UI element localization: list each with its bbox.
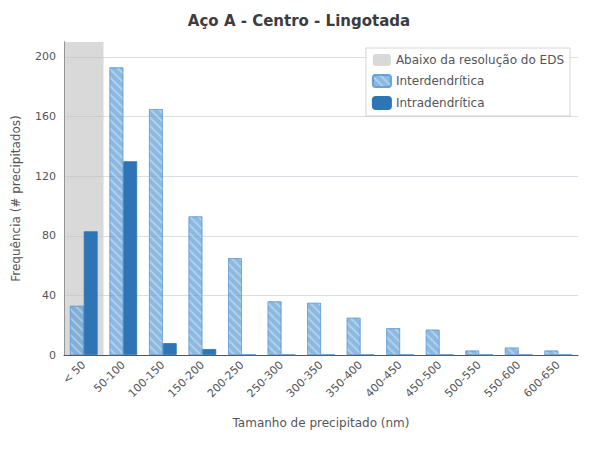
svg-text:160: 160: [35, 110, 56, 123]
svg-text:Tamanho de precipitado (nm): Tamanho de precipitado (nm): [232, 416, 410, 430]
svg-text:0: 0: [49, 349, 56, 362]
svg-text:250-300: 250-300: [244, 358, 286, 400]
svg-text:Intradendrítica: Intradendrítica: [396, 96, 485, 110]
svg-text:400-450: 400-450: [363, 358, 405, 400]
svg-text:Interdendrítica: Interdendrítica: [396, 74, 484, 88]
svg-text:300-350: 300-350: [284, 358, 326, 400]
svg-text:200: 200: [35, 50, 56, 63]
svg-text:120: 120: [35, 170, 56, 183]
svg-text:Abaixo da resolução do EDS: Abaixo da resolução do EDS: [396, 53, 564, 67]
svg-text:500-550: 500-550: [442, 358, 484, 400]
svg-text:200-250: 200-250: [205, 358, 247, 400]
svg-text:40: 40: [42, 289, 56, 302]
svg-text:350-400: 350-400: [323, 358, 365, 400]
svg-text:50-100: 50-100: [91, 358, 128, 395]
svg-text:Frequência (# precipitados): Frequência (# precipitados): [9, 115, 23, 281]
svg-text:80: 80: [42, 229, 56, 242]
svg-text:600-650: 600-650: [521, 358, 563, 400]
svg-text:150-200: 150-200: [165, 358, 207, 400]
svg-text:450-500: 450-500: [403, 358, 445, 400]
svg-text:550-600: 550-600: [482, 358, 524, 400]
svg-text:100-150: 100-150: [126, 358, 168, 400]
svg-text:Aço A - Centro - Lingotada: Aço A - Centro - Lingotada: [188, 12, 410, 30]
svg-text:< 50: < 50: [60, 358, 88, 386]
